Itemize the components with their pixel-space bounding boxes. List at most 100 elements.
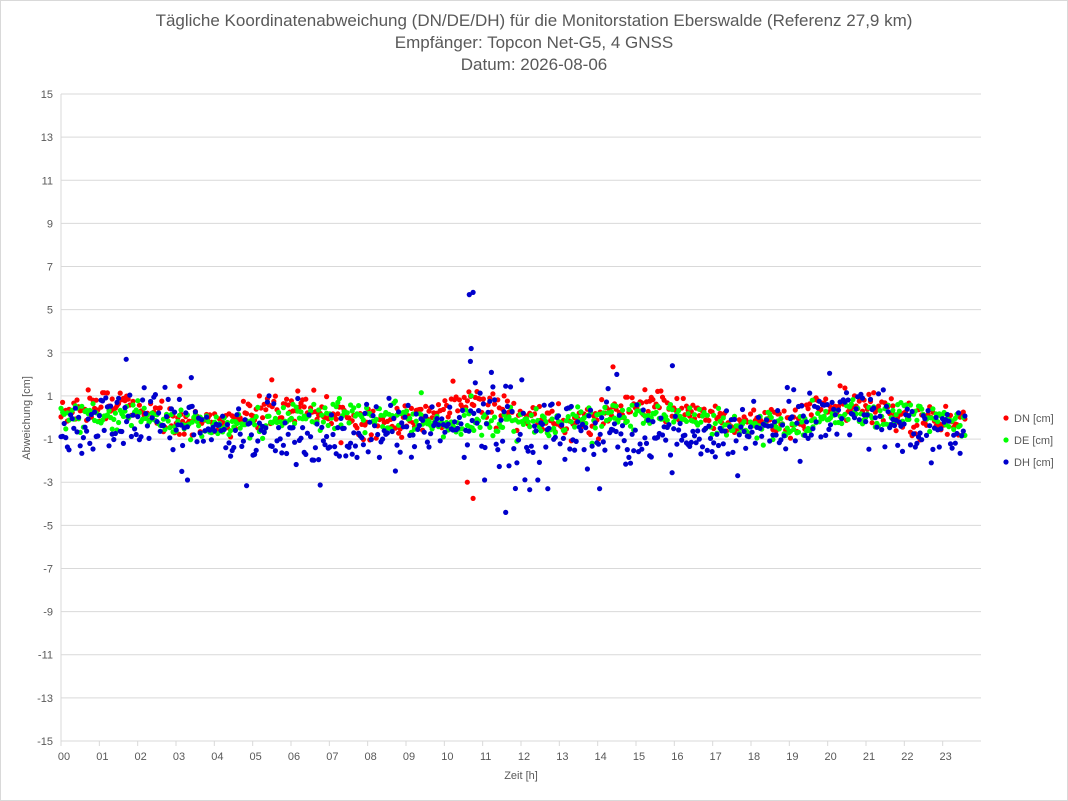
data-point <box>949 445 955 451</box>
data-point <box>839 416 845 422</box>
data-point <box>627 423 634 429</box>
data-point <box>103 395 109 401</box>
data-point <box>248 432 254 438</box>
x-tick-label: 06 <box>288 751 300 763</box>
data-point <box>738 424 744 430</box>
data-point <box>632 427 638 433</box>
data-point <box>450 378 456 384</box>
data-point <box>914 440 920 446</box>
y-tick-label: 1 <box>47 391 53 403</box>
data-point <box>906 413 912 419</box>
data-point <box>874 424 880 430</box>
data-point <box>741 419 747 425</box>
data-point <box>676 427 682 433</box>
data-point <box>747 424 754 430</box>
data-point <box>123 356 129 362</box>
data-point <box>847 432 853 438</box>
data-point <box>960 428 966 434</box>
data-point <box>592 420 598 426</box>
data-point <box>560 435 567 441</box>
data-point <box>527 487 533 493</box>
data-point <box>280 405 286 411</box>
data-point <box>775 408 781 414</box>
data-point <box>845 416 851 422</box>
data-point <box>408 405 414 411</box>
data-point <box>148 398 154 405</box>
data-point <box>792 407 798 413</box>
data-point <box>767 438 773 444</box>
data-point <box>152 392 158 398</box>
data-point <box>589 443 595 449</box>
data-point <box>784 425 790 431</box>
data-point <box>442 429 448 435</box>
data-point <box>308 408 314 414</box>
data-point <box>122 408 128 414</box>
data-point <box>528 443 534 449</box>
data-point <box>943 403 949 409</box>
x-tick-label: 18 <box>748 751 760 763</box>
data-point <box>95 433 101 439</box>
data-point <box>827 422 834 428</box>
data-point <box>180 442 186 449</box>
y-tick-label: -7 <box>43 563 53 575</box>
data-point <box>343 453 349 459</box>
x-tick-label: 07 <box>326 751 338 763</box>
data-point <box>496 463 502 470</box>
data-point <box>504 403 510 410</box>
data-point <box>492 414 498 420</box>
chart-title: Tägliche Koordinatenabweichung (DN/DE/DH… <box>155 11 913 30</box>
data-point <box>749 429 755 435</box>
data-point <box>324 394 330 400</box>
data-point <box>531 423 538 429</box>
data-point <box>333 404 339 410</box>
data-point <box>587 431 594 438</box>
data-point <box>935 419 941 425</box>
data-point <box>725 451 731 457</box>
data-point <box>603 399 610 405</box>
data-point <box>468 345 474 352</box>
data-point <box>133 431 139 438</box>
data-point <box>66 447 72 453</box>
data-point <box>311 387 317 393</box>
data-point <box>487 424 493 430</box>
data-point <box>674 441 680 447</box>
data-point <box>568 403 574 410</box>
data-point <box>176 396 182 402</box>
data-point <box>136 402 142 408</box>
data-point <box>557 441 563 447</box>
data-point <box>399 434 405 440</box>
data-point <box>322 405 328 411</box>
data-point <box>944 431 950 437</box>
data-point <box>322 442 328 448</box>
data-point <box>896 408 902 414</box>
x-tick-label: 21 <box>863 751 875 763</box>
data-point <box>875 403 882 409</box>
data-point <box>477 424 483 430</box>
x-tick-label: 11 <box>480 751 491 763</box>
data-point <box>146 435 152 441</box>
data-point <box>461 412 467 418</box>
data-point <box>272 415 278 421</box>
data-point <box>316 407 322 413</box>
data-point <box>188 437 194 443</box>
data-point <box>901 421 907 427</box>
data-point <box>319 424 325 430</box>
data-point <box>485 409 491 415</box>
data-point <box>592 425 598 431</box>
legend-label: DH [cm] <box>1014 457 1054 469</box>
data-point <box>435 422 442 428</box>
data-point <box>599 423 605 429</box>
data-point <box>519 377 525 383</box>
data-point <box>893 412 899 418</box>
data-point <box>410 432 416 438</box>
data-point <box>643 440 650 446</box>
data-point <box>120 413 126 419</box>
data-point <box>84 428 90 434</box>
data-point <box>511 446 517 452</box>
data-point <box>595 441 602 447</box>
data-point <box>141 385 147 391</box>
data-point <box>429 404 435 410</box>
data-point <box>655 403 661 409</box>
data-point <box>452 419 458 425</box>
data-point <box>85 416 91 422</box>
